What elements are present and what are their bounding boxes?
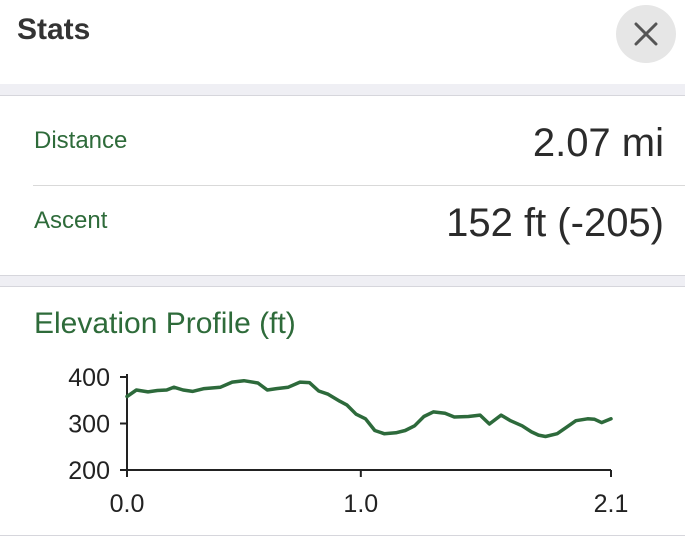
section-divider [0, 275, 685, 287]
x-tick-label: 0.0 [110, 490, 145, 518]
section-divider [0, 84, 685, 96]
y-tick-label: 200 [68, 457, 110, 485]
stats-section: Distance 2.07 mi Ascent 152 ft (-205) [0, 97, 685, 275]
stat-label: Ascent [34, 207, 108, 234]
x-tick-label: 1.0 [343, 490, 378, 518]
elevation-section: Elevation Profile (ft) 400 300 200 0.0 1.0 2.… [0, 288, 685, 537]
x-tick-label: 2.1 [594, 490, 629, 518]
close-icon [634, 22, 658, 46]
close-button[interactable] [616, 5, 676, 63]
stat-value: 152 ft (-205) [446, 201, 664, 245]
row-divider [33, 185, 685, 186]
stat-row-ascent: Ascent 152 ft (-205) [0, 186, 685, 275]
y-tick-label: 400 [68, 364, 110, 392]
y-tick-label: 300 [68, 411, 110, 439]
page-title: Stats [17, 13, 91, 46]
stat-value: 2.07 mi [532, 121, 664, 165]
stat-label: Distance [34, 127, 128, 154]
elevation-line [125, 378, 613, 439]
elevation-title: Elevation Profile (ft) [34, 307, 296, 340]
header: Stats [0, 0, 685, 84]
stat-row-distance: Distance 2.07 mi [0, 97, 685, 186]
bottom-divider [0, 535, 685, 536]
